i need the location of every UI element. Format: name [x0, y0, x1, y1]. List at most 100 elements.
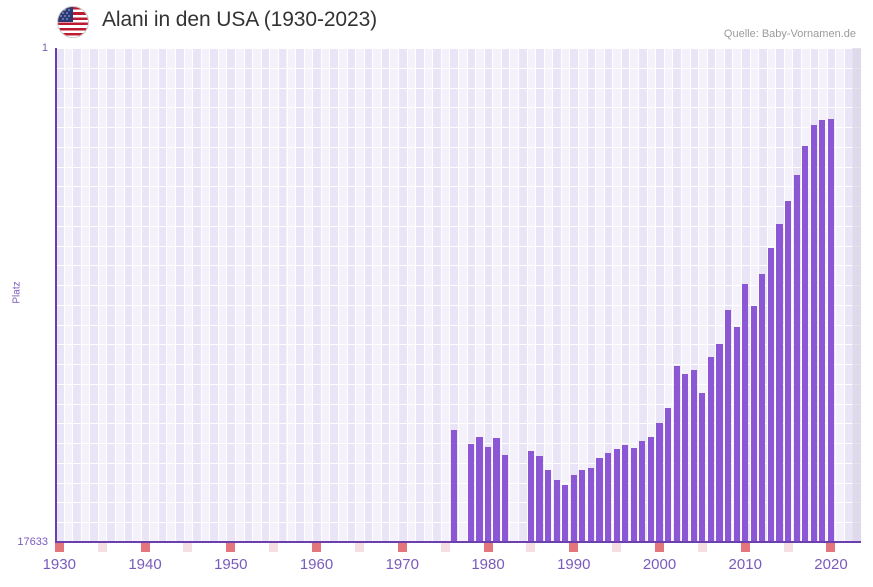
bar-1996[interactable] [622, 445, 629, 542]
grid-line-vertical [192, 48, 194, 542]
bar-1999[interactable] [647, 436, 654, 542]
grid-line-vertical [115, 48, 117, 542]
x-axis-labels: 1930 1940 1950 1960 1970 1980 1990 2000 2010 2020 [0, 556, 873, 582]
grid-line-horizontal [55, 364, 861, 365]
grid-line-vertical [295, 48, 297, 542]
grid-line-vertical [235, 48, 237, 542]
grid-line-horizontal [55, 226, 861, 227]
grid-line-vertical [732, 48, 734, 542]
bar-2013[interactable] [767, 248, 775, 542]
grid-line-vertical [406, 48, 408, 542]
bar-1979[interactable] [476, 436, 483, 542]
grid-band [313, 48, 321, 542]
grid-band [330, 48, 338, 542]
bar-1978[interactable] [467, 443, 474, 542]
bar-1998[interactable] [639, 440, 646, 542]
x-axis-tick-1980 [483, 543, 493, 552]
grid-line-vertical [672, 48, 674, 542]
grid-band [296, 48, 304, 542]
grid-band [347, 48, 356, 542]
bar-1981[interactable] [493, 437, 500, 542]
bar-2014[interactable] [776, 223, 783, 542]
grid-band [124, 48, 133, 542]
bar-2002[interactable] [673, 365, 680, 542]
grid-line-vertical [200, 48, 202, 542]
bar-2004[interactable] [690, 369, 697, 542]
bar-2010[interactable] [742, 283, 749, 542]
bar-1993[interactable] [596, 458, 603, 542]
grid-line-horizontal [55, 305, 861, 306]
bar-2003[interactable] [682, 374, 689, 542]
grid-line-vertical [466, 48, 468, 542]
bar-1990[interactable] [570, 475, 577, 542]
grid-line-vertical [483, 48, 485, 542]
x-axis-tick-1950 [226, 543, 236, 552]
bar-2008[interactable] [725, 309, 732, 542]
grid-line-horizontal [55, 502, 861, 503]
grid-line-vertical [440, 48, 442, 542]
grid-line-vertical [843, 48, 845, 542]
x-axis-tick-2015 [783, 543, 793, 552]
bar-1994[interactable] [604, 453, 612, 542]
grid-band [553, 48, 561, 542]
bar-1992[interactable] [587, 467, 594, 542]
bar-2006[interactable] [707, 356, 715, 542]
source-credit: Quelle: Baby-Vornamen.de [723, 28, 856, 40]
bar-2020[interactable] [827, 118, 835, 542]
bars-layer [55, 48, 861, 542]
bar-2016[interactable] [793, 174, 800, 542]
bar-1991[interactable] [579, 469, 586, 542]
grid-band [501, 48, 510, 542]
bar-1986[interactable] [536, 455, 543, 542]
grid-band [621, 48, 630, 542]
grid-band [416, 48, 424, 542]
bar-2011[interactable] [750, 305, 757, 542]
bar-1982[interactable] [502, 454, 509, 542]
grid-line-vertical [183, 48, 185, 542]
bar-2018[interactable] [810, 125, 817, 542]
bar-2009[interactable] [733, 326, 740, 542]
bar-2005[interactable] [699, 392, 706, 542]
x-axis-tick-1990 [569, 543, 579, 552]
bar-2007[interactable] [716, 343, 723, 542]
bar-2019[interactable] [819, 120, 826, 542]
bar-1987[interactable] [544, 470, 552, 542]
grid-line-vertical [277, 48, 279, 542]
grid-line-vertical [372, 48, 374, 542]
bar-1988[interactable] [553, 480, 560, 542]
grid-line-horizontal [55, 206, 861, 207]
bar-2017[interactable] [802, 146, 809, 542]
grid-line-vertical [97, 48, 99, 542]
x-axis-tick-1935 [97, 543, 107, 552]
grid-line-vertical [217, 48, 219, 542]
grid-line-horizontal [55, 68, 861, 69]
grid-line-horizontal [55, 522, 861, 523]
x-axis-label-1930: 1930 [42, 556, 76, 573]
grid-line-vertical [612, 48, 614, 542]
grid-line-vertical [106, 48, 108, 542]
bar-1976[interactable] [450, 430, 457, 542]
grid-line-vertical [337, 48, 339, 542]
x-axis-label-1960: 1960 [299, 556, 334, 573]
grid-line-vertical [586, 48, 588, 542]
grid-line-vertical [286, 48, 288, 542]
grid-line-vertical [226, 48, 228, 542]
grid-line-vertical [775, 48, 777, 542]
bar-1985[interactable] [527, 451, 534, 542]
grid-band [141, 48, 150, 542]
grid-line-horizontal [55, 265, 861, 266]
bar-1997[interactable] [630, 447, 637, 542]
bar-2000[interactable] [656, 423, 663, 542]
bar-1980[interactable] [484, 447, 492, 542]
x-axis-label-1950: 1950 [214, 556, 248, 573]
grid-line-horizontal [55, 48, 861, 49]
bar-1989[interactable] [562, 485, 569, 542]
bar-2001[interactable] [664, 408, 672, 542]
grid-line-vertical [363, 48, 365, 542]
bar-2012[interactable] [759, 273, 766, 542]
flag-canton [58, 7, 73, 22]
bar-1995[interactable] [613, 449, 620, 542]
bar-2015[interactable] [785, 200, 792, 542]
grid-line-vertical [663, 48, 665, 542]
grid-band [690, 48, 699, 542]
